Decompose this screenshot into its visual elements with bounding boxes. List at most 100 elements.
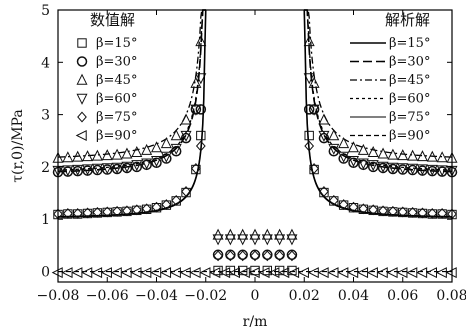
numerical-point <box>195 73 207 85</box>
numerical-point <box>308 104 320 116</box>
numerical-point <box>367 145 379 157</box>
legend-marker <box>76 56 88 67</box>
legend-label: β=45° <box>389 73 430 88</box>
numerical-point <box>357 143 369 155</box>
numerical-point <box>150 141 163 153</box>
numerical-point <box>338 137 350 149</box>
legend-marker <box>76 73 88 85</box>
x-tick-label: −0.06 <box>86 288 129 304</box>
numerical-point <box>437 208 448 219</box>
numerical-point <box>328 129 340 141</box>
numerical-point <box>120 267 132 279</box>
numerical-point <box>209 267 221 279</box>
legend-analytical-title: 解析解 <box>385 11 430 29</box>
numerical-point <box>308 76 320 88</box>
y-tick-label: 5 <box>41 3 50 19</box>
legend-label: β=30° <box>96 55 137 70</box>
x-tick-label: 0.06 <box>387 288 418 304</box>
numerical-point <box>151 157 162 168</box>
numerical-point <box>288 267 300 279</box>
numerical-point <box>61 267 73 279</box>
numerical-point <box>72 150 84 162</box>
y-tick-label: 4 <box>41 55 50 71</box>
numerical-point <box>416 150 428 162</box>
numerical-point <box>212 249 224 261</box>
numerical-point <box>112 205 122 217</box>
y-axis-label: τ(r,0)/MPa <box>10 109 26 182</box>
numerical-point <box>238 267 250 279</box>
numerical-point <box>337 267 349 279</box>
numerical-point <box>368 204 379 216</box>
numerical-point <box>151 201 162 213</box>
numerical-point <box>377 161 389 173</box>
numerical-point <box>195 140 206 152</box>
numerical-point <box>92 206 103 218</box>
numerical-point <box>81 267 93 279</box>
x-tick-label: 0 <box>251 288 260 304</box>
numerical-point <box>357 267 369 279</box>
numerical-point <box>190 104 202 116</box>
numerical-point <box>427 208 438 219</box>
numerical-point <box>347 155 360 167</box>
numerical-point <box>436 151 448 163</box>
numerical-point <box>317 267 329 279</box>
numerical-point <box>407 206 418 218</box>
analytical-line <box>57 9 207 171</box>
numerical-point <box>71 267 83 279</box>
numerical-point <box>196 130 206 141</box>
y-tick-label: 1 <box>41 212 50 228</box>
x-tick-label: 0.04 <box>338 288 369 304</box>
numerical-point <box>121 147 133 159</box>
numerical-point <box>101 163 113 175</box>
numerical-point <box>397 206 408 218</box>
x-tick-label: 0.08 <box>436 288 466 304</box>
numerical-point <box>170 143 182 155</box>
numerical-point <box>249 249 261 261</box>
numerical-point <box>161 199 172 211</box>
numerical-point <box>110 267 122 279</box>
numerical-point <box>169 267 181 279</box>
numerical-point <box>111 162 123 174</box>
analytical-line <box>57 9 207 217</box>
numerical-point <box>387 162 399 174</box>
legend-label: β=60° <box>96 92 137 107</box>
numerical-point <box>131 204 142 216</box>
numerical-point <box>297 267 309 279</box>
legend-numerical: 数值解 β=15° β=30° β=45° β=60° β=75° β=90° <box>75 11 137 144</box>
numerical-point <box>190 76 202 88</box>
numerical-point <box>366 267 378 279</box>
numerical-point <box>141 203 152 215</box>
legend-label: β=15° <box>96 36 137 51</box>
numerical-point <box>406 267 418 279</box>
numerical-point <box>268 267 280 279</box>
numerical-point <box>327 267 339 279</box>
numerical-point <box>225 249 236 261</box>
numerical-point <box>91 149 103 161</box>
numerical-point <box>111 148 123 160</box>
numerical-point <box>62 165 74 177</box>
numerical-point <box>425 267 437 279</box>
numerical-point <box>102 206 113 218</box>
x-tick-label: −0.08 <box>37 288 80 304</box>
numerical-point <box>387 148 399 160</box>
legend-analytical: 解析解 β=15° β=30° β=45° β=60° β=75° β=90° <box>350 11 430 144</box>
numerical-point <box>347 141 360 153</box>
y-tick-label: 3 <box>41 108 50 124</box>
legend-label: β=60° <box>389 92 430 107</box>
plot-area <box>51 9 458 279</box>
numerical-point <box>181 186 191 197</box>
numerical-point <box>180 130 192 142</box>
y-tick-label: 2 <box>41 160 50 176</box>
numerical-point <box>407 149 419 161</box>
numerical-point <box>328 194 339 206</box>
numerical-point <box>130 267 142 279</box>
legend-numerical-title: 数值解 <box>90 11 135 29</box>
legend-marker <box>75 129 87 142</box>
numerical-point <box>225 250 236 262</box>
numerical-point <box>436 165 448 177</box>
numerical-point <box>286 249 298 261</box>
numerical-point <box>397 149 409 161</box>
numerical-point <box>131 145 143 157</box>
numerical-point <box>435 267 447 279</box>
